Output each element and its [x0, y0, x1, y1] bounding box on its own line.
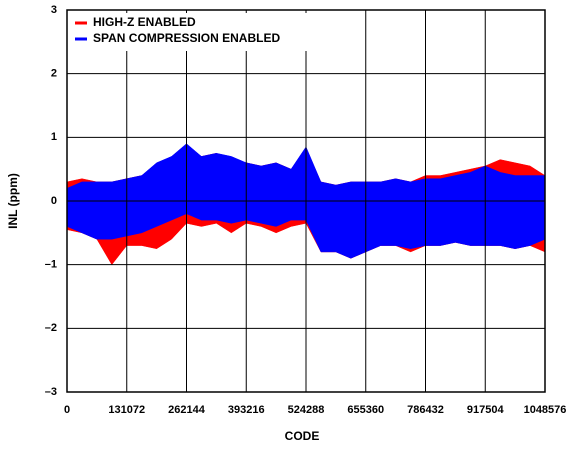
legend-label: SPAN COMPRESSION ENABLED [93, 31, 280, 45]
x-tick-label: 655360 [347, 404, 384, 416]
y-tick-label: –2 [45, 322, 57, 334]
y-axis-label: INL (ppm) [6, 173, 20, 229]
x-axis-label: CODE [285, 429, 320, 443]
legend-box [69, 13, 359, 51]
x-tick-label: 1048576 [524, 404, 567, 416]
x-tick-label: 0 [64, 404, 70, 416]
y-tick-label: –1 [45, 259, 57, 271]
x-tick-label: 786432 [407, 404, 444, 416]
x-tick-label: 917504 [467, 404, 505, 416]
y-tick-label: 1 [51, 131, 57, 143]
y-tick-label: 3 [51, 4, 57, 16]
legend-label: HIGH-Z ENABLED [93, 15, 196, 29]
y-tick-label: 0 [51, 195, 57, 207]
x-tick-label: 262144 [168, 404, 206, 416]
plot-frame [66, 9, 546, 393]
y-tick-label: 2 [51, 68, 57, 80]
x-tick-label: 131072 [108, 404, 145, 416]
x-tick-label: 393216 [228, 404, 265, 416]
x-tick-label: 524288 [288, 404, 325, 416]
y-tick-label: –3 [45, 386, 57, 398]
